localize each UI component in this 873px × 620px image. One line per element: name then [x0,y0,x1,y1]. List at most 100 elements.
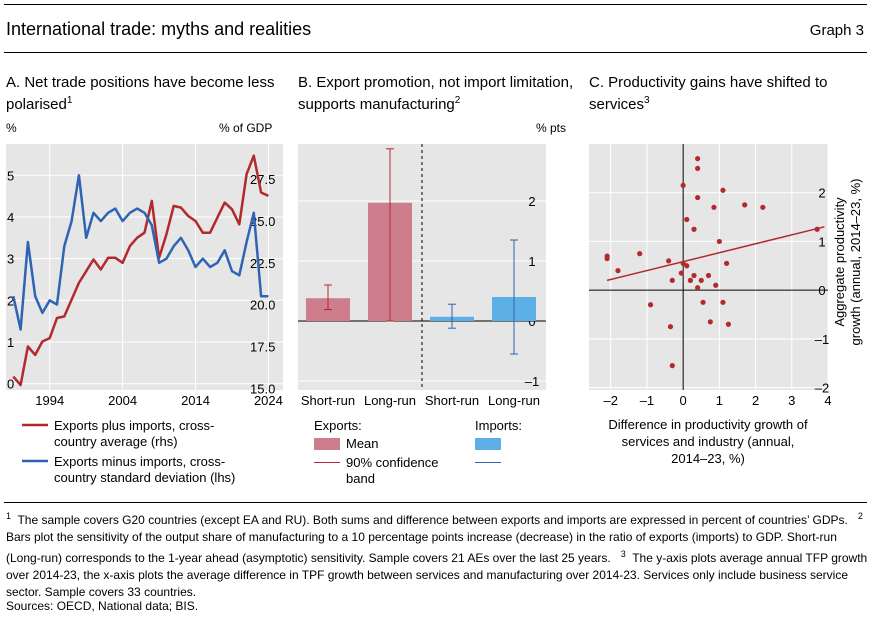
panel-c-scatter-point [687,277,693,283]
panel-c-title-text: C. Productivity gains have shifted to se… [589,74,828,113]
panel-c-scatter-point [725,321,732,327]
legend-b-imports-mean-swatch [475,438,501,450]
panel-a-right-unit: % of GDP [219,121,273,135]
legend-b-exports-header: Exports: [314,418,362,433]
panel-c-scatter-point [691,226,697,232]
panel-b-y-tick-label: 2 [528,194,535,209]
panel-a-right-tick-label: 27.5 [250,172,275,187]
legend-b-imports-ci-swatch [475,462,501,463]
panel-c-x-axis-label: Difference in productivity growth of [608,417,808,432]
panel-c-x-tick-label: 2 [752,393,759,408]
panel-c-scatter-point [695,156,701,162]
panel-c-scatter-point [700,299,706,305]
legend-a-blue-swatch [22,459,48,463]
panel-c-x-tick-label: 0 [680,393,687,408]
footnotes: 1 The sample covers G20 countries (excep… [6,508,868,601]
panel-a-x-tick-label: 2004 [108,393,137,408]
panel-b-title: B. Export promotion, not import limitati… [298,74,578,114]
panel-c-y-tick-label: 1 [818,234,825,249]
top-rule [4,4,867,5]
panel-c-scatter-point [637,251,643,257]
panel-a-left-tick-label: 5 [7,168,14,183]
panel-c-scatter-point [669,277,675,283]
panel-c-scatter-point [604,255,610,262]
panel-c-scatter-point [691,272,697,279]
graph-label: Graph 3 [809,22,864,39]
panel-a-plot-area [6,144,283,390]
panel-c-scatter-point [684,263,690,269]
panel-c-trendline [606,226,825,282]
panel-b-category-label: Short-run [301,393,355,408]
panel-c-x-tick-label: –2 [603,393,617,408]
panel-b-category-label: Short-run [425,393,479,408]
note-2-mark: 2 [857,511,863,521]
panel-a-title-text: A. Net trade positions have become less … [6,74,275,113]
panel-b-right-unit: % pts [536,121,567,135]
panel-b-category-label: Long-run [488,393,540,408]
panel-c-scatter-point [760,204,766,210]
panel-a-left-tick-label: 4 [7,210,14,225]
panel-c-scatter-point [680,182,686,189]
panel-a-left-tick-label: 0 [7,377,14,392]
legend-a-red-swatch [22,423,48,427]
panel-b-title-text: B. Export promotion, not import limitati… [298,74,574,113]
panel-a-left-tick-label: 3 [7,252,14,267]
panel-c-scatter-point [695,165,701,171]
panel-c-plot-area [589,144,828,390]
panel-a-right-tick-label: 15.0 [250,381,275,396]
panel-c-scatter-point [720,187,726,193]
panel-c-scatter-point [669,363,675,369]
panel-c-y-tick-label: 2 [818,186,825,201]
panel-c-scatter-point [724,260,730,266]
header-rule [4,52,867,53]
sources: Sources: OECD, National data; BIS. [6,599,199,613]
panel-c-scatter-point [666,258,672,264]
panel-c-footnote-mark: 3 [644,95,650,106]
legend-b-exports-mean-swatch [314,438,340,450]
panel-c-scatter-point [713,282,719,288]
legend-b-exports-ci-swatch [314,462,340,463]
panel-a-series-exports-minus-imports [12,174,269,331]
legend-b-imports-header: Imports: [475,418,522,433]
note-1: The sample covers G20 countries (except … [17,513,848,527]
panel-a-left-tick-label: 2 [7,293,14,308]
panel-c-scatter-point [720,299,726,305]
panel-c-title: C. Productivity gains have shifted to se… [589,74,869,114]
panel-c-x-axis-label: services and industry (annual, [622,434,795,449]
note-1-mark: 1 [6,511,12,521]
panel-a-right-tick-label: 17.5 [250,339,275,354]
panel-c-x-tick-label: 3 [788,393,795,408]
panel-c-y-axis-label: growth (annual, 2014–23, %) [848,179,863,346]
panel-c-scatter-point [698,277,704,283]
legend-a-item-1: Exports plus imports, cross-country aver… [54,418,215,449]
legend-a-item-2: Exports minus imports, cross-country sta… [54,454,236,485]
panel-c-scatter-point [684,216,690,223]
panel-c-scatter-point [667,324,674,330]
panel-b-y-tick-label: 1 [528,254,535,269]
panel-c-scatter-point [695,285,701,291]
panel-c-x-tick-label: 1 [716,393,723,408]
note-3-mark: 3 [620,549,626,559]
panel-c-scatter-point [711,204,717,210]
note-3: The y-axis plots average annual TFP grow… [6,551,868,599]
notes-rule [4,502,867,503]
panel-c-y-tick-label: –1 [815,332,829,347]
panel-c-scatter-point [695,194,701,201]
panel-c-scatter-point [678,270,684,276]
legend-b-mean-label: Mean [346,436,379,451]
panel-a-right-tick-label: 20.0 [250,298,275,313]
panel-c-scatter-point [615,268,621,274]
page-title: International trade: myths and realities [6,19,312,39]
panel-b-y-tick-label: –1 [525,374,539,389]
legend-b-ci-label: 90% confidence band [346,455,439,486]
panel-c-x-tick-label: 4 [824,393,831,408]
panel-a-footnote-mark: 1 [66,95,73,106]
panel-c-scatter-point [647,302,654,308]
panel-a-x-tick-label: 2014 [181,393,210,408]
panel-c-scatter-point [707,319,713,325]
panel-b-category-label: Long-run [364,393,416,408]
panel-c-scatter-point [814,226,820,232]
panel-a-left-tick-label: 1 [7,335,14,350]
panel-a-right-tick-label: 22.5 [250,256,275,271]
